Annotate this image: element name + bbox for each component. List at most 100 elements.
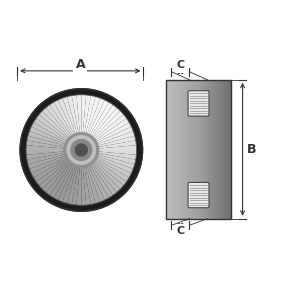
Bar: [167, 80, 168, 219]
Wedge shape: [34, 150, 81, 182]
Wedge shape: [81, 150, 127, 185]
Bar: [168, 80, 170, 219]
Wedge shape: [39, 150, 81, 189]
Bar: [229, 80, 231, 219]
Bar: [197, 80, 199, 219]
Wedge shape: [31, 122, 81, 150]
Bar: [186, 80, 187, 219]
Wedge shape: [26, 150, 81, 160]
Text: C: C: [176, 61, 184, 70]
Wedge shape: [34, 118, 81, 150]
Bar: [218, 80, 219, 219]
Bar: [210, 80, 212, 219]
Wedge shape: [54, 100, 81, 150]
Wedge shape: [67, 150, 81, 204]
Bar: [171, 80, 173, 219]
Bar: [200, 80, 202, 219]
Wedge shape: [81, 150, 105, 202]
Wedge shape: [31, 150, 81, 178]
Wedge shape: [81, 122, 131, 150]
Wedge shape: [81, 150, 136, 155]
Wedge shape: [81, 150, 113, 198]
Bar: [219, 80, 221, 219]
Wedge shape: [81, 150, 100, 203]
Wedge shape: [81, 108, 120, 150]
Wedge shape: [81, 100, 109, 150]
Circle shape: [20, 89, 142, 211]
Wedge shape: [46, 105, 81, 150]
Wedge shape: [81, 118, 129, 150]
Wedge shape: [81, 136, 136, 150]
Wedge shape: [46, 150, 81, 195]
Wedge shape: [81, 150, 96, 204]
Wedge shape: [81, 127, 133, 150]
Bar: [169, 80, 171, 219]
Bar: [192, 80, 194, 219]
Text: B: B: [247, 143, 256, 156]
Bar: [212, 80, 213, 219]
Text: C: C: [176, 226, 184, 236]
Wedge shape: [81, 150, 133, 173]
Wedge shape: [26, 145, 81, 150]
Wedge shape: [81, 96, 96, 150]
Bar: [202, 80, 203, 219]
Bar: [206, 80, 208, 219]
Bar: [199, 80, 200, 219]
Wedge shape: [81, 150, 136, 160]
Wedge shape: [42, 150, 81, 192]
Wedge shape: [81, 111, 124, 150]
Wedge shape: [81, 140, 136, 150]
Wedge shape: [81, 150, 91, 205]
Wedge shape: [81, 95, 91, 150]
FancyBboxPatch shape: [188, 182, 209, 208]
Wedge shape: [26, 140, 81, 150]
Wedge shape: [81, 150, 86, 205]
Wedge shape: [81, 115, 127, 150]
Bar: [176, 80, 178, 219]
Wedge shape: [54, 150, 81, 200]
Wedge shape: [81, 105, 117, 150]
Bar: [173, 80, 174, 219]
Wedge shape: [81, 145, 136, 150]
Wedge shape: [58, 150, 81, 202]
Bar: [216, 80, 218, 219]
Bar: [189, 80, 190, 219]
Bar: [224, 80, 226, 219]
FancyBboxPatch shape: [188, 91, 209, 116]
Wedge shape: [50, 102, 81, 150]
Wedge shape: [62, 150, 81, 203]
Bar: [223, 80, 224, 219]
Bar: [187, 80, 189, 219]
Wedge shape: [81, 150, 109, 200]
Wedge shape: [39, 111, 81, 150]
Wedge shape: [27, 136, 81, 150]
Wedge shape: [36, 150, 81, 185]
Bar: [167, 80, 231, 219]
Wedge shape: [81, 150, 117, 195]
Bar: [190, 80, 192, 219]
Wedge shape: [67, 96, 81, 150]
Bar: [208, 80, 210, 219]
Wedge shape: [29, 127, 81, 150]
Wedge shape: [26, 150, 81, 155]
Bar: [178, 80, 179, 219]
Wedge shape: [81, 150, 136, 164]
Wedge shape: [76, 95, 81, 150]
Wedge shape: [29, 150, 81, 173]
Bar: [174, 80, 176, 219]
Wedge shape: [28, 131, 81, 150]
Wedge shape: [81, 150, 131, 178]
Wedge shape: [72, 150, 81, 205]
Wedge shape: [81, 97, 100, 150]
Wedge shape: [81, 150, 129, 182]
Circle shape: [71, 140, 92, 160]
Wedge shape: [81, 150, 120, 192]
Bar: [184, 80, 186, 219]
Bar: [205, 80, 206, 219]
Bar: [179, 80, 181, 219]
Wedge shape: [50, 150, 81, 198]
Bar: [203, 80, 205, 219]
Bar: [195, 80, 197, 219]
Wedge shape: [81, 131, 135, 150]
Bar: [194, 80, 195, 219]
